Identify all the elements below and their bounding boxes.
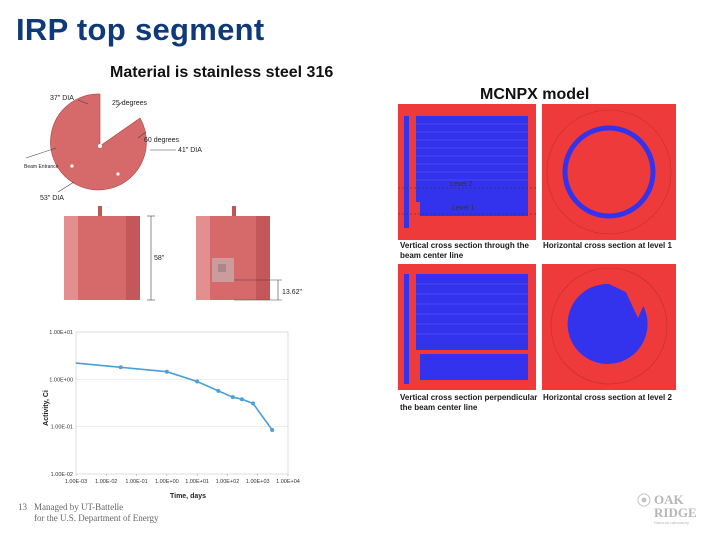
x-tick-label: 1.00E+04 [276, 479, 300, 485]
segment-drawing: 37" DIA 25 degrees 60 degrees 41" DIA Be… [24, 93, 303, 301]
horizontal-section-level2 [542, 264, 676, 390]
data-point [239, 397, 244, 402]
caption-vert-center-2: beam center line [400, 251, 464, 260]
data-point [251, 401, 256, 406]
y-tick-label: 1.00E+00 [49, 377, 73, 383]
x-tick-label: 1.00E+01 [185, 479, 209, 485]
activity-series-points [118, 365, 275, 433]
x-tick-label: 1.00E+02 [216, 479, 240, 485]
x-tick-label: 1.00E-03 [65, 479, 87, 485]
slide-title: IRP top segment [16, 12, 265, 47]
caption-vert-perp-2: the beam center line [400, 403, 478, 412]
level2-label: Level 2 [450, 181, 473, 188]
height58-label: 58" [154, 255, 165, 262]
x-tick-labels: 1.00E-03 1.00E-02 1.00E-01 1.00E+00 1.00E+01… [65, 479, 300, 485]
x-axis-label: Time, days [170, 493, 206, 500]
logo-line-1: OAK [654, 492, 685, 507]
footer-credit: Managed by UT-Battelle for the U.S. Depa… [34, 502, 159, 524]
chart-grid [75, 331, 289, 476]
data-point [195, 379, 200, 384]
height13-label: 13.62" [282, 289, 303, 296]
footer-line-1: Managed by UT-Battelle [34, 502, 124, 512]
slide-subtitle: Material is stainless steel 316 [110, 64, 334, 81]
y-tick-label: 1.00E-01 [51, 425, 73, 431]
plot-area [75, 331, 289, 475]
logo-line-3: National Laboratory [654, 520, 689, 525]
y-tick-label: 1.00E+01 [49, 330, 73, 336]
logo-line-2: RIDGE [654, 505, 697, 520]
data-point [216, 388, 221, 393]
data-point [230, 395, 235, 400]
x-tick-label: 1.00E-01 [125, 479, 147, 485]
side-view-side [196, 206, 270, 300]
caption-vert-perp-1: Vertical cross section perpendicular [400, 393, 537, 402]
vertical-section-center: Level 2 Level 1 [398, 104, 536, 240]
page-number: 13 [18, 502, 27, 512]
caption-horiz-level2: Horizontal cross section at level 2 [543, 393, 672, 402]
mcnpx-model-title: MCNPX model [480, 86, 590, 103]
mcnpx-model-panel: Level 2 Level 1 Vertical cross section t… [398, 104, 676, 412]
data-point [118, 365, 123, 370]
footer-line-2: for the U.S. Department of Energy [34, 513, 159, 523]
activity-chart: 1.00E-02 1.00E-01 1.00E+00 1.00E+01 1.00E-0… [43, 330, 300, 500]
side-view-front [64, 206, 140, 300]
x-tick-label: 1.00E+03 [246, 479, 270, 485]
y-axis-label: Activity, Ci [43, 390, 50, 426]
horizontal-section-level1 [542, 104, 676, 240]
x-tick-label: 1.00E-02 [95, 479, 117, 485]
beam-entrance-label: Beam Entrance [24, 164, 59, 170]
y-tick-label: 1.00E-02 [51, 472, 73, 478]
level1-label: Level 1 [452, 205, 475, 212]
dia53-label: 53" DIA [40, 195, 64, 202]
caption-vert-center-1: Vertical cross section through the [400, 241, 529, 250]
y-tick-labels: 1.00E-02 1.00E-01 1.00E+00 1.00E+01 [49, 330, 73, 478]
data-point [164, 369, 169, 374]
dia41-label: 41" DIA [178, 147, 202, 154]
data-point [270, 428, 275, 433]
x-tick-label: 1.00E+00 [155, 479, 179, 485]
dia37-label: 37" DIA [50, 95, 74, 102]
deg60-label: 60 degrees [144, 137, 180, 144]
caption-horiz-level1: Horizontal cross section at level 1 [543, 241, 672, 250]
top-view [50, 93, 147, 191]
ornl-logo: OAK RIDGE National Laboratory [637, 492, 697, 525]
vertical-section-perpendicular [398, 264, 536, 390]
deg25-label: 25 degrees [112, 100, 148, 107]
